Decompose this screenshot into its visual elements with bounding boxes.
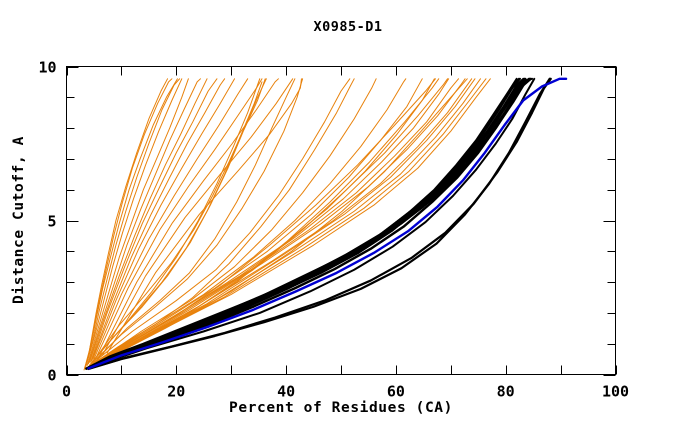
series-curve-orange-07 <box>87 78 201 365</box>
series-curve-orange-30 <box>106 78 459 357</box>
series-curve-orange-21 <box>87 78 261 368</box>
x-tick-label-100: 100 <box>602 383 629 401</box>
axis-ticks-group <box>66 66 618 377</box>
series-curve-orange-36 <box>115 78 481 354</box>
series-curve-orange-06 <box>86 78 189 366</box>
series-curve-orange-14 <box>98 78 279 357</box>
x-tick-label-0: 0 <box>62 383 71 401</box>
series-curve-blue-01 <box>87 77 568 370</box>
chart-title: X0985-D1 <box>313 19 382 35</box>
y-axis-title: Distance Cutoff, A <box>11 136 27 304</box>
y-tick-label-10: 10 <box>38 59 56 77</box>
series-curve-orange-23 <box>93 78 351 363</box>
series-curve-orange-03 <box>84 78 178 369</box>
series-curve-orange-10 <box>91 78 226 362</box>
series-curve-orange-39 <box>122 78 491 351</box>
series-curve-orange-40 <box>105 78 468 360</box>
series-curve-orange-37 <box>118 78 487 352</box>
axis-tick-labels-group: 0 20 40 60 80 100 0 5 10 <box>38 59 629 401</box>
series-curve-orange-17 <box>94 78 267 360</box>
series-curve-orange-24 <box>95 78 377 363</box>
series-curve-orange-12 <box>93 78 249 360</box>
series-curve-black-12 <box>95 77 536 367</box>
x-tick-label-80: 80 <box>497 383 515 401</box>
y-tick-label-5: 5 <box>47 213 56 231</box>
x-tick-label-60: 60 <box>387 383 405 401</box>
series-curve-orange-08 <box>89 78 208 363</box>
x-axis-title: Percent of Residues (CA) <box>229 400 453 416</box>
series-curve-orange-26 <box>97 78 407 362</box>
series-curve-orange-29 <box>104 78 450 359</box>
series-curve-black-14-low <box>88 77 552 370</box>
series-curve-orange-35 <box>113 78 476 354</box>
axis-frame <box>65 65 617 376</box>
y-tick-label-0: 0 <box>47 367 56 385</box>
series-curve-orange-22 <box>92 78 304 363</box>
series-curve-orange-18 <box>96 78 296 360</box>
series-curve-orange-05 <box>85 78 183 366</box>
plot-frame-rect <box>65 65 617 376</box>
x-tick-label-20: 20 <box>167 383 185 401</box>
series-curve-orange-38 <box>91 78 436 365</box>
x-tick-label-40: 40 <box>277 383 295 401</box>
series-curve-orange-15 <box>102 78 294 355</box>
series-curve-orange-13 <box>95 78 263 359</box>
plot-series-group <box>83 77 568 371</box>
series-curve-orange-33 <box>98 78 449 362</box>
series-curve-orange-27 <box>100 78 423 360</box>
series-curve-orange-09 <box>90 78 218 363</box>
series-curve-orange-04 <box>85 78 181 368</box>
series-curve-black-11 <box>88 77 532 369</box>
series-curve-orange-11 <box>92 78 235 360</box>
